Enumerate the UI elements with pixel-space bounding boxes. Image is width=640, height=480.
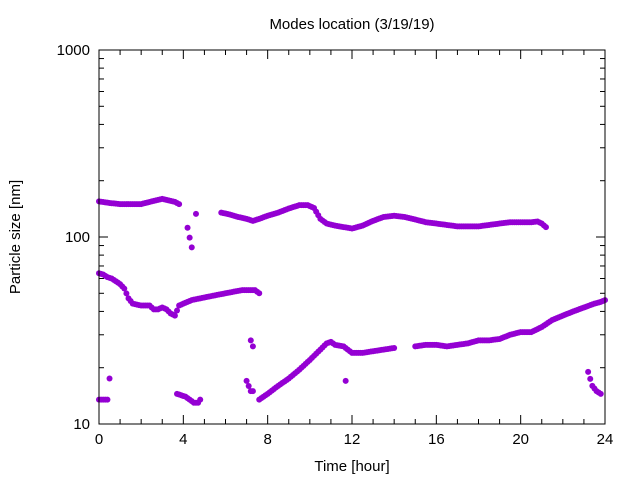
- data-point: [597, 390, 604, 397]
- data-point: [176, 201, 183, 208]
- data-point: [585, 368, 592, 375]
- data-point: [197, 396, 204, 403]
- x-axis-label: Time [hour]: [314, 458, 389, 475]
- data-point: [186, 234, 193, 241]
- data-point: [542, 224, 549, 231]
- data-point: [123, 290, 130, 297]
- data-point: [245, 382, 252, 389]
- chart-title: Modes location (3/19/19): [269, 16, 434, 33]
- data-point: [243, 377, 250, 384]
- x-tick-label: 8: [263, 431, 271, 448]
- x-tick-label: 24: [597, 431, 614, 448]
- x-tick-label: 0: [95, 431, 103, 448]
- data-point: [106, 375, 113, 382]
- data-point: [342, 377, 349, 384]
- y-axis-label: Particle size [nm]: [7, 180, 24, 294]
- data-point: [171, 312, 178, 319]
- data-point: [121, 285, 128, 292]
- y-tick-label: 10: [73, 416, 90, 433]
- axis-ticks: 0 4 8 12 16 20 24 10 100 1000: [57, 42, 614, 448]
- data-points: [96, 195, 608, 406]
- data-point: [249, 343, 256, 350]
- data-point: [587, 375, 594, 382]
- data-point: [188, 244, 195, 251]
- x-tick-label: 20: [512, 431, 529, 448]
- x-tick-label: 16: [428, 431, 445, 448]
- y-tick-label: 1000: [57, 42, 90, 59]
- data-point: [249, 388, 256, 395]
- data-point: [391, 344, 398, 351]
- data-point: [184, 224, 191, 231]
- plot-frame: [98, 49, 606, 425]
- data-point: [247, 337, 254, 344]
- data-point: [104, 396, 111, 403]
- x-tick-label: 12: [344, 431, 361, 448]
- data-point: [256, 290, 263, 297]
- y-tick-label: 100: [65, 229, 90, 246]
- data-point: [174, 307, 181, 314]
- data-point: [192, 210, 199, 217]
- x-tick-label: 4: [179, 431, 187, 448]
